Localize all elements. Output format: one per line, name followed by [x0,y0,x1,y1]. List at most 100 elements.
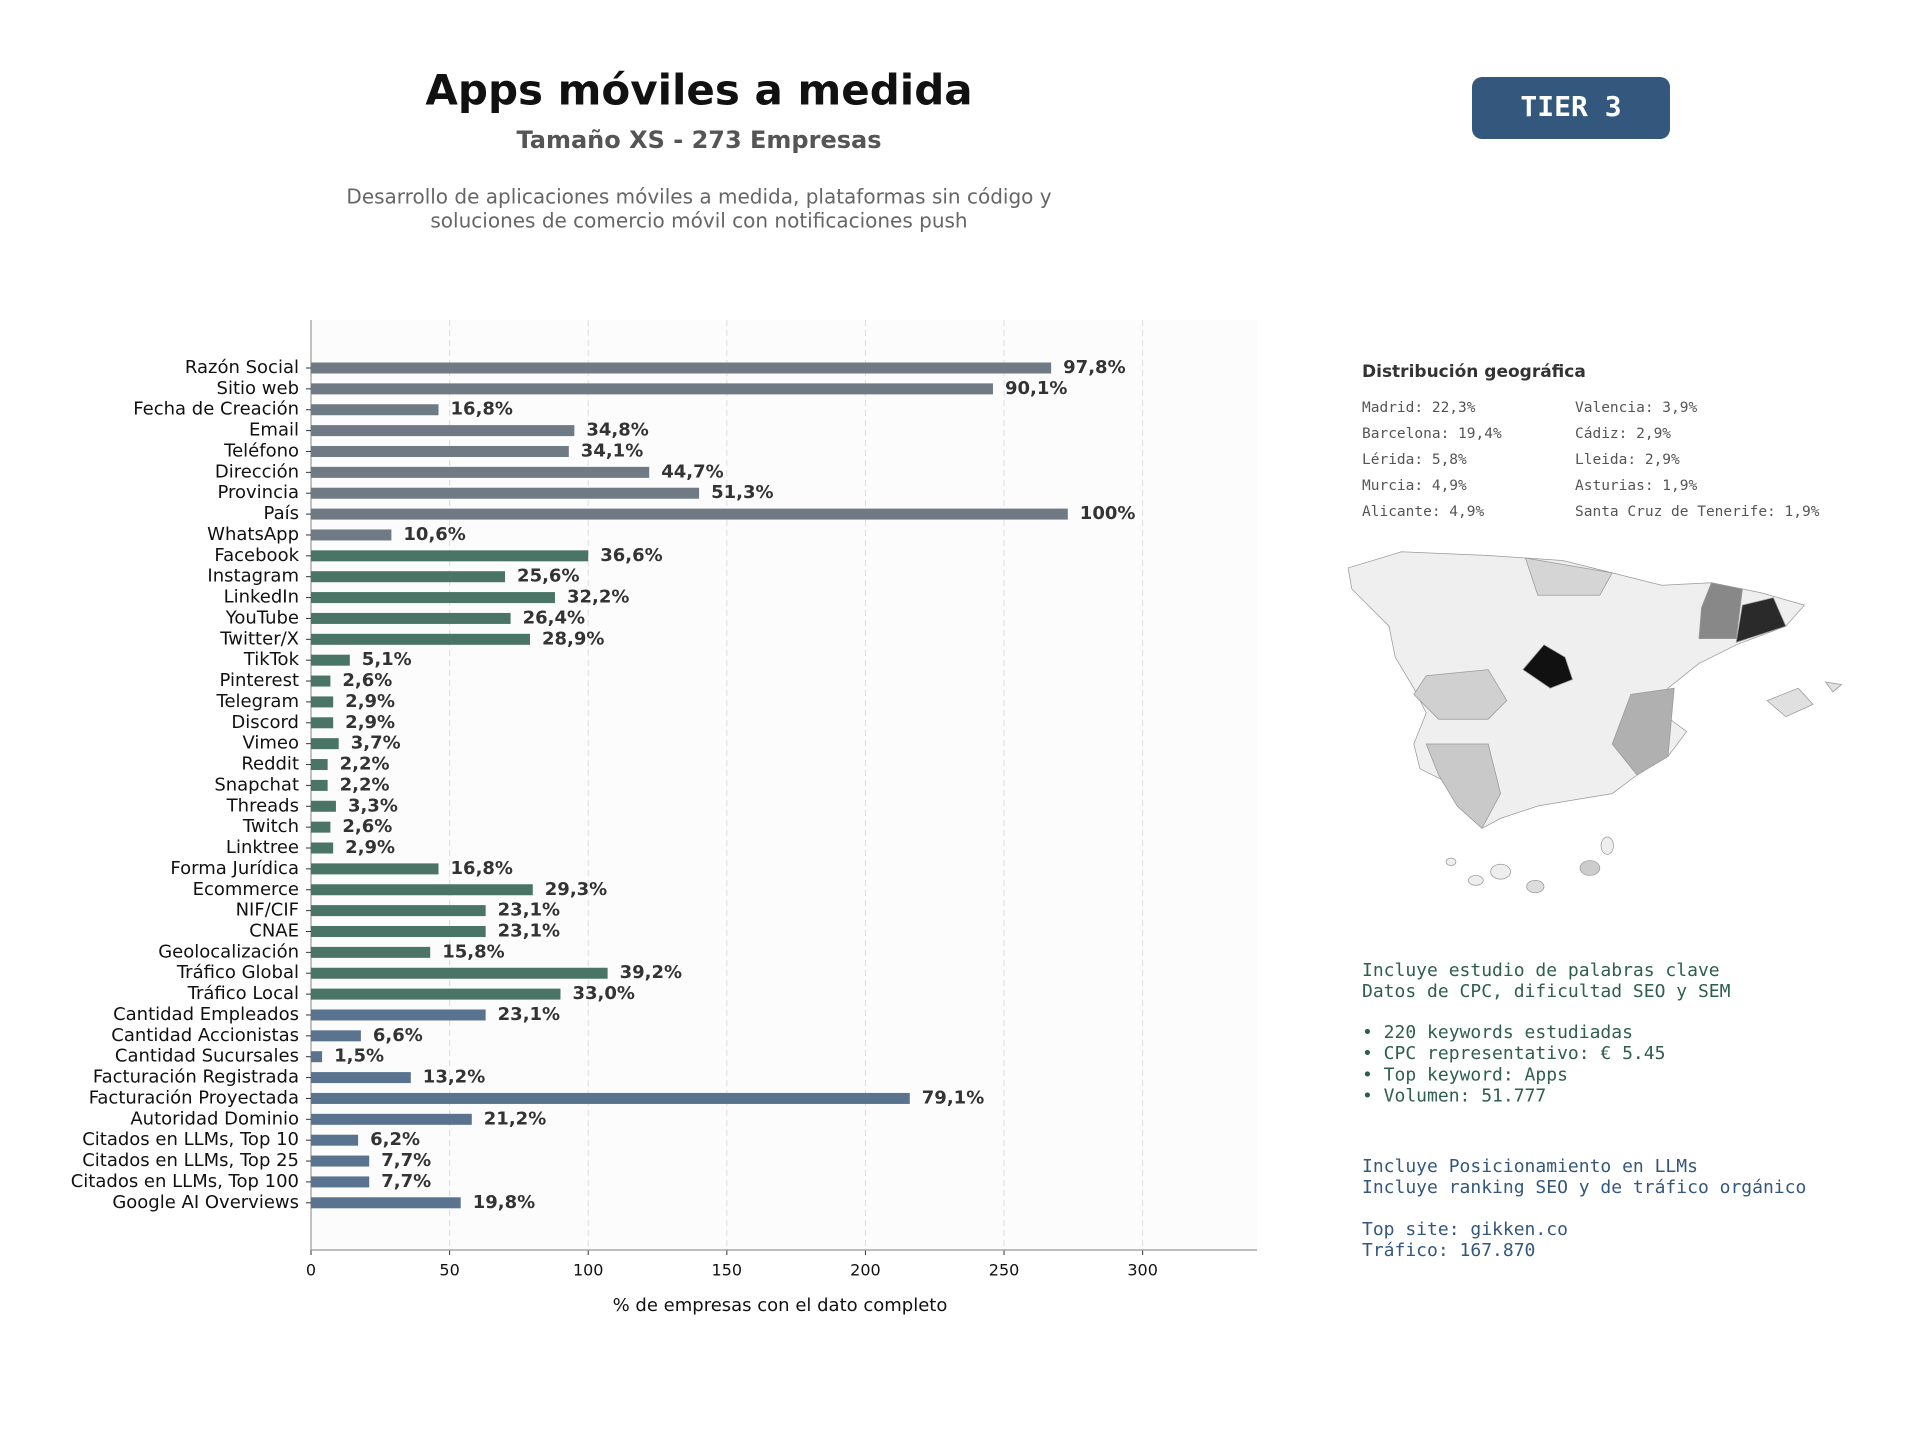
value-label: 13,2% [423,1067,485,1088]
x-tick-label: 300 [1127,1261,1158,1280]
value-label: 25,6% [517,566,579,587]
y-tick-label: Cantidad Sucursales [115,1046,299,1067]
y-tick-label: Email [249,420,299,441]
bar [311,1197,461,1209]
bar [311,1051,323,1063]
x-tick-label: 200 [850,1261,881,1280]
map-island [1526,880,1545,894]
plot-background [311,320,1257,1250]
y-tick-label: Autoridad Dominio [130,1108,299,1129]
y-tick-label: Geolocalización [158,941,299,962]
bar [311,445,569,457]
y-tick-label: TikTok [243,649,300,670]
map-island [1467,875,1484,886]
badge-label: TIER 3 [1520,90,1621,123]
bar [311,362,1052,374]
value-label: 2,2% [340,774,390,795]
bar [311,738,339,750]
bar [311,988,561,1000]
note-line: Top site: gikken.co [1362,1219,1568,1240]
x-axis-label: % de empresas con el dato completo [613,1295,948,1316]
y-tick-label: Instagram [207,566,299,587]
y-tick-label: Snapchat [214,774,299,795]
y-tick-label: Fecha de Creación [133,399,299,420]
bar [311,633,531,645]
value-label: 2,6% [342,816,392,837]
value-label: 16,8% [451,399,513,420]
y-tick-label: Discord [231,712,299,733]
y-tick-label: Cantidad Accionistas [111,1025,299,1046]
value-label: 15,8% [442,941,504,962]
bar [311,779,328,791]
bar [311,425,575,437]
badge [1472,77,1670,139]
bar [311,675,331,687]
y-tick-label: País [264,503,299,524]
y-tick-label: Twitter/X [219,628,299,649]
bar [311,592,555,604]
map-island [1600,836,1614,855]
bar [311,654,350,666]
bar [311,696,334,708]
note-line: Incluye estudio de palabras clave [1362,960,1720,981]
geo-item: Santa Cruz de Tenerife: 1,9% [1575,504,1820,520]
note-line: • 220 keywords estudiadas [1362,1022,1633,1043]
geo-item: Asturias: 1,9% [1575,478,1697,494]
y-tick-label: Sitio web [217,378,299,399]
value-label: 90,1% [1005,378,1067,399]
value-label: 100% [1080,503,1136,524]
value-label: 10,6% [403,524,465,545]
chart-subtitle: Tamaño XS - 273 Empresas [517,126,882,154]
map-region [1611,687,1675,776]
map-island [1824,681,1843,693]
geo-item: Barcelona: 19,4% [1362,426,1502,442]
value-label: 2,9% [345,837,395,858]
y-tick-label: CNAE [249,920,299,941]
map-region [1735,597,1787,643]
value-label: 3,7% [351,733,401,754]
bar [311,967,608,979]
y-tick-label: YouTube [225,607,299,628]
bar [311,946,431,958]
y-tick-label: Cantidad Empleados [113,1004,299,1025]
note-line: Datos de CPC, dificultad SEO y SEM [1362,981,1731,1002]
y-tick-label: Telegram [216,691,299,712]
x-tick-label: 150 [712,1261,743,1280]
y-tick-label: LinkedIn [224,587,299,608]
value-label: 79,1% [922,1087,984,1108]
y-tick-label: Dirección [215,461,299,482]
bar [311,759,328,771]
bar [311,1134,359,1146]
x-tick-label: 0 [306,1261,316,1280]
bar [311,571,506,583]
bar [311,842,334,854]
bar [311,1092,910,1104]
y-tick-label: Vimeo [242,733,299,754]
value-label: 36,6% [600,545,662,566]
bar [311,466,650,478]
value-label: 44,7% [661,461,723,482]
note-line: • Volumen: 51.777 [1362,1086,1546,1107]
y-tick-label: Facturación Registrada [93,1067,299,1088]
map-region [1413,669,1508,720]
geo-item: Valencia: 3,9% [1575,400,1697,416]
description: Desarrollo de aplicaciones móviles a med… [346,185,1051,209]
bar [311,1009,486,1021]
y-tick-label: Pinterest [219,670,299,691]
map [1347,551,1843,894]
map-region [1524,557,1613,596]
bar [311,550,589,562]
geo-title: Distribución geográfica [1362,362,1586,382]
value-label: 5,1% [362,649,412,670]
value-label: 26,4% [523,607,585,628]
geo-item: Cádiz: 2,9% [1575,426,1671,442]
value-label: 29,3% [545,879,607,900]
y-tick-label: Citados en LLMs, Top 25 [82,1150,299,1171]
note-line: Tráfico: 167.870 [1362,1240,1535,1261]
bar [311,1155,370,1167]
value-label: 7,7% [381,1150,431,1171]
map-island [1445,857,1457,866]
value-label: 1,5% [334,1046,384,1067]
geo-item: Lérida: 5,8% [1362,452,1467,468]
